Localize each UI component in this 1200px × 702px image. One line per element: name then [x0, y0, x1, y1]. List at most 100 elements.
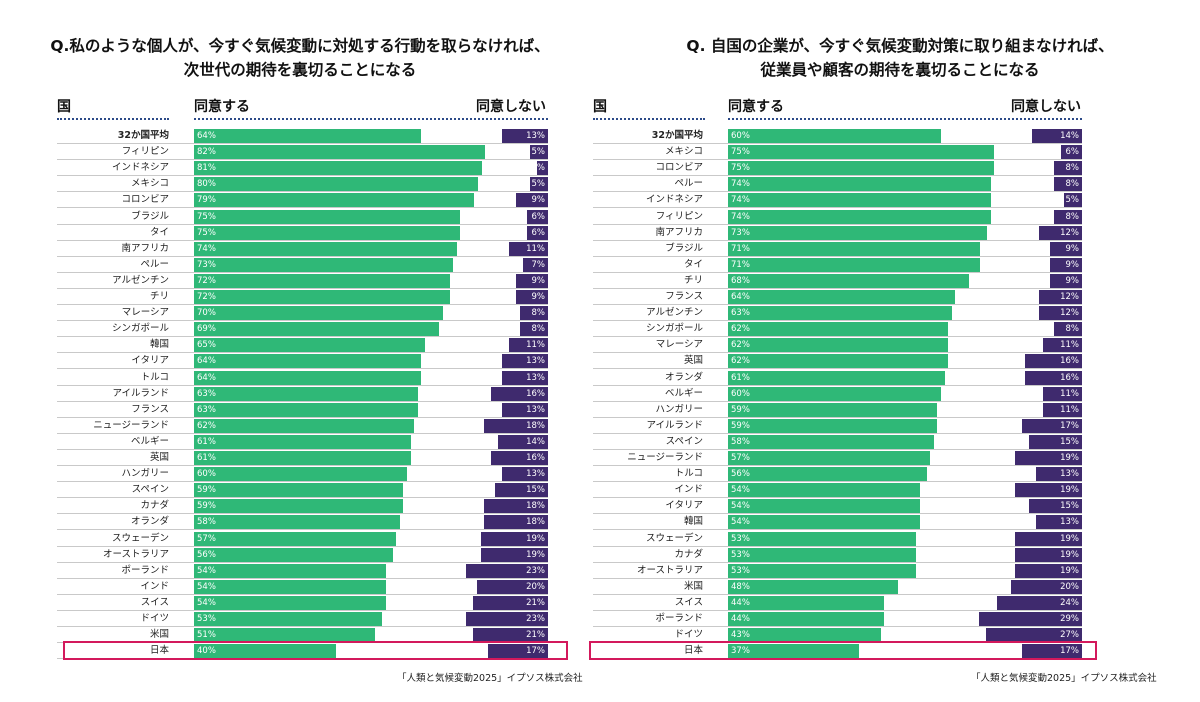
agree-bar — [194, 161, 482, 176]
disagree-value-label: 5% — [531, 147, 546, 158]
agree-value-label: 73% — [197, 259, 216, 270]
agree-bar — [728, 434, 934, 449]
agree-bar — [728, 129, 941, 143]
agree-value-label: 54% — [731, 485, 750, 496]
agree-bar — [194, 290, 450, 304]
row-separator — [57, 593, 548, 595]
country-row: ニュージーランド 62% 18% — [0, 418, 600, 434]
disagree-value-label: 15% — [1060, 436, 1079, 447]
disagree-bar — [1060, 145, 1082, 160]
disagree-bar — [516, 290, 548, 304]
disagree-bar — [1028, 499, 1083, 514]
agree-bar — [194, 531, 397, 546]
row-separator — [57, 465, 548, 466]
country-label: ポーランド — [655, 613, 703, 624]
country-label: メキシコ — [130, 178, 169, 190]
bars-header-underline — [728, 118, 1082, 120]
disagree-value-label: 8% — [1065, 179, 1080, 190]
agree-value-label: 65% — [197, 340, 216, 351]
country-row: ブラジル 75% 6% — [0, 209, 600, 225]
country-row: イタリア 64% 13% — [0, 353, 600, 370]
disagree-bar — [1064, 193, 1083, 208]
agree-bar — [728, 145, 995, 160]
disagree-bar — [1042, 338, 1082, 353]
row-separator — [593, 465, 1082, 466]
row-separator — [57, 432, 548, 434]
bars-header-underline — [194, 118, 548, 120]
agree-value-label: 59% — [731, 420, 750, 431]
disagree-bar — [480, 547, 549, 562]
disagree-value-label: 13% — [1060, 469, 1079, 480]
agree-value-label: 61% — [731, 372, 750, 383]
country-label: 南アフリカ — [655, 226, 703, 238]
row-separator — [593, 207, 1082, 209]
agree-value-label: 62% — [197, 420, 216, 431]
disagree-value-label: 8% — [1065, 211, 1080, 222]
row-separator — [593, 481, 1082, 483]
country-row: 南アフリカ 74% 11% — [0, 241, 600, 257]
country-row: マレーシア 70% 8% — [0, 305, 600, 322]
country-label: ハンガリー — [655, 403, 703, 415]
country-label: ペルー — [140, 258, 169, 270]
country-row: チリ 68% 9% — [593, 273, 1200, 289]
country-row: ペルー 73% 7% — [0, 257, 600, 273]
country-row: ベルギー 61% 14% — [0, 434, 600, 450]
agree-bar — [194, 257, 454, 272]
agree-value-label: 70% — [197, 308, 216, 319]
disagree-bar — [996, 595, 1082, 610]
country-row: ハンガリー 60% 13% — [0, 466, 600, 483]
country-label: スイス — [674, 596, 703, 608]
country-row: インドネシア 74% 5% — [593, 192, 1200, 209]
country-label: ドイツ — [140, 613, 169, 624]
agree-value-label: 73% — [731, 227, 750, 238]
country-label: 32か国平均 — [117, 130, 169, 141]
disagree-bar — [484, 515, 548, 530]
agree-bar — [728, 209, 991, 224]
row-separator — [593, 626, 1082, 627]
country-label: ベルギー — [664, 387, 703, 399]
agree-value-label: 75% — [197, 211, 216, 222]
japan-highlight-box — [63, 641, 568, 660]
disagree-value-label: 29% — [1060, 614, 1079, 624]
country-row: オランダ 58% 18% — [0, 514, 600, 531]
agree-bar — [194, 547, 393, 562]
agree-value-label: 74% — [731, 179, 750, 190]
agree-column-header: 同意する — [194, 99, 250, 115]
disagree-value-label: 12% — [1060, 227, 1079, 238]
row-separator — [57, 352, 548, 354]
disagree-bar — [1053, 177, 1082, 192]
row-separator — [593, 432, 1082, 434]
disagree-value-label: 6% — [1065, 147, 1080, 158]
disagree-value-label: 27% — [1060, 630, 1079, 641]
disagree-bar — [501, 370, 548, 385]
disagree-bar — [477, 579, 548, 594]
agree-value-label: 54% — [731, 517, 750, 528]
country-label: 日本 — [149, 645, 169, 657]
agree-bar — [728, 563, 917, 578]
agree-value-label: 75% — [731, 147, 750, 158]
disagree-bar — [1014, 451, 1083, 465]
disagree-value-label: 16% — [1060, 356, 1079, 367]
agree-value-label: 64% — [197, 356, 216, 367]
source-note: 「人類と気候変動2025」イプソス株式会社 — [971, 673, 1157, 684]
agree-value-label: 62% — [731, 356, 750, 367]
country-label: ドイツ — [674, 629, 703, 641]
row-separator — [593, 255, 1082, 257]
disagree-value-label: 19% — [526, 549, 545, 560]
disagree-value-label: 13% — [526, 131, 545, 141]
country-row: アイルランド 63% 16% — [0, 386, 600, 402]
agree-bar — [194, 193, 475, 208]
country-row: 日本 37% 17% — [593, 643, 1200, 660]
agree-bar — [728, 418, 938, 433]
disagree-bar — [516, 193, 548, 208]
disagree-bar — [466, 612, 548, 626]
agree-value-label: 54% — [197, 581, 216, 592]
disagree-bar — [491, 451, 548, 465]
disagree-bar — [1053, 322, 1082, 337]
row-separator — [593, 561, 1082, 563]
disagree-bar — [1053, 161, 1082, 176]
country-label: コロンビア — [655, 162, 703, 174]
disagree-column-header: 同意しない — [1011, 99, 1081, 115]
country-row: ドイツ 43% 27% — [593, 627, 1200, 644]
country-row: フィリピン 74% 8% — [593, 209, 1200, 225]
